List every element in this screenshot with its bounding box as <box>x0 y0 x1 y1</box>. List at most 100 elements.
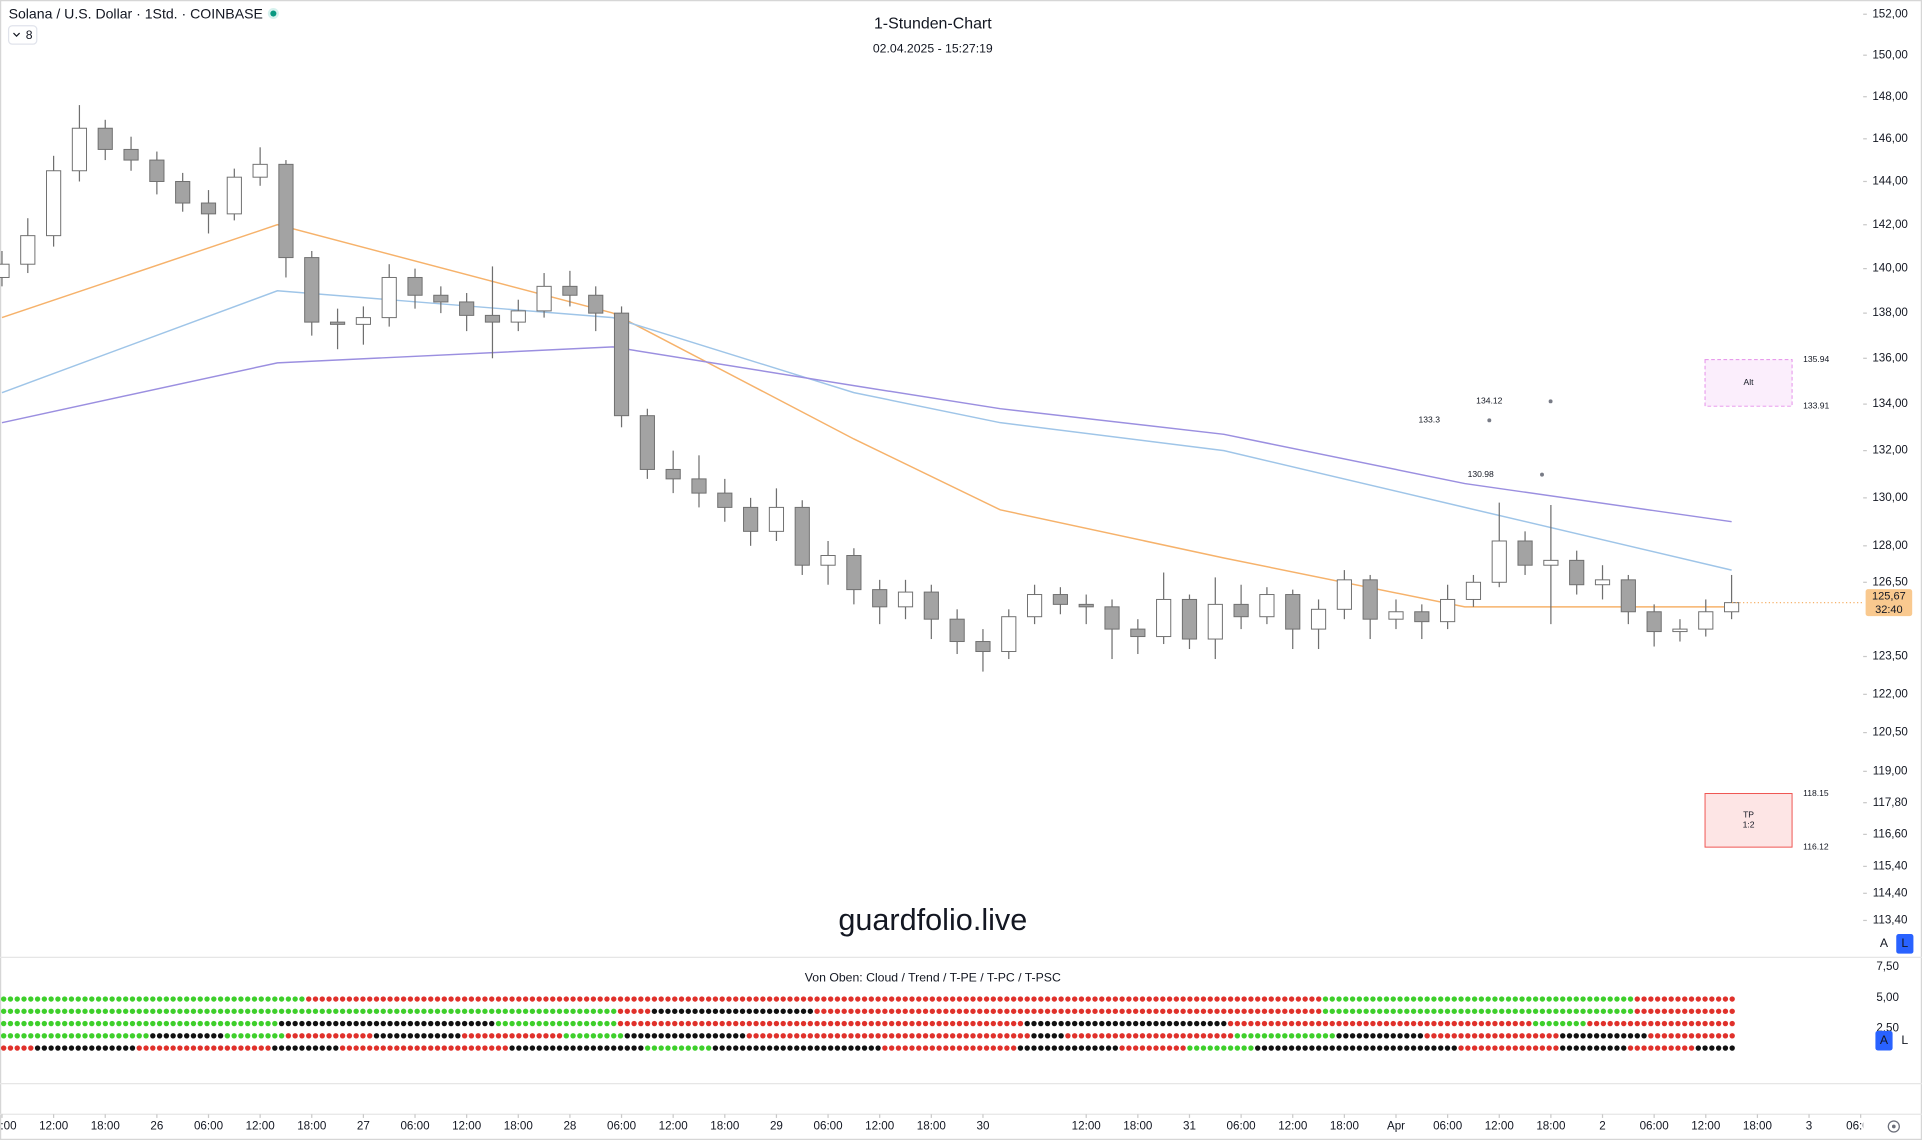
signal-dot <box>48 1045 54 1051</box>
signal-dot <box>1017 996 1024 1002</box>
signal-dot <box>1553 1008 1559 1014</box>
signal-dot <box>1499 1020 1505 1027</box>
signal-dot <box>956 996 963 1002</box>
signal-dot <box>14 1008 20 1014</box>
signal-dot <box>204 1020 210 1027</box>
signal-dot <box>441 1020 447 1027</box>
signal-dot <box>1668 1045 1674 1051</box>
signal-dot <box>1627 1020 1634 1027</box>
signal-dot <box>516 1033 522 1039</box>
signal-dot <box>373 1008 380 1014</box>
scale-button[interactable] <box>1896 1030 1914 1051</box>
signal-dot <box>122 1008 129 1014</box>
signal-dot <box>543 1008 549 1014</box>
signal-dot <box>1139 996 1146 1002</box>
signal-dot <box>1038 1033 1044 1039</box>
signal-dot <box>963 1008 969 1014</box>
signal-dot <box>231 1045 237 1051</box>
signal-dot <box>1546 1045 1552 1051</box>
signal-dot <box>1254 1020 1261 1027</box>
signal-dot <box>522 1008 529 1014</box>
signal-dot <box>1160 1033 1166 1039</box>
signal-dot <box>211 1008 217 1014</box>
signal-dot <box>1139 1045 1146 1051</box>
signal-dot <box>1458 1045 1464 1051</box>
signal-dot <box>746 1033 753 1039</box>
signal-dot <box>489 1020 495 1027</box>
candle-body <box>459 301 475 316</box>
signal-dot <box>1248 1045 1254 1051</box>
signal-dot <box>1153 1045 1159 1051</box>
signal-dot <box>1343 996 1349 1002</box>
signal-dot <box>1471 1020 1478 1027</box>
x-tick-label: 28 <box>563 1120 576 1133</box>
signal-dot <box>590 1008 597 1014</box>
signal-dot <box>943 1020 949 1027</box>
signal-dot <box>28 1020 34 1027</box>
signal-dot <box>949 996 956 1002</box>
signal-dot <box>414 1045 420 1051</box>
signal-dot <box>14 996 20 1002</box>
signal-dot <box>665 1020 671 1027</box>
signal-dot <box>1241 1033 1247 1039</box>
signal-dot <box>990 996 997 1002</box>
signal-dot <box>1410 1033 1417 1039</box>
signal-dot <box>1173 1033 1180 1039</box>
signal-dot <box>1627 996 1634 1002</box>
x-tick-label: 18:00 <box>1536 1120 1566 1133</box>
scale-button[interactable] <box>1896 934 1914 954</box>
signal-dot <box>1682 1045 1688 1051</box>
signal-dot <box>34 996 41 1002</box>
signal-dot <box>516 1008 522 1014</box>
signal-dot <box>1282 1045 1288 1051</box>
signal-dot <box>577 1008 583 1014</box>
signal-dot <box>997 1020 1003 1027</box>
signal-dot <box>190 1008 197 1014</box>
signal-dot <box>983 1045 990 1051</box>
signal-dot <box>482 1045 488 1051</box>
settings-icon[interactable] <box>1887 1120 1900 1133</box>
signal-dot <box>1512 996 1518 1002</box>
signal-dot <box>807 1008 814 1014</box>
signal-dot <box>1424 1008 1430 1014</box>
signal-dot <box>1383 1033 1390 1039</box>
signal-dot <box>780 1020 786 1027</box>
signal-dot <box>326 1045 332 1051</box>
signal-dot <box>1085 1033 1091 1039</box>
signal-dot <box>644 1033 651 1039</box>
signal-dot <box>753 1033 759 1039</box>
signal-dot <box>1207 1020 1213 1027</box>
signal-dot <box>1621 1045 1627 1051</box>
signal-dot <box>28 1033 34 1039</box>
candle-body <box>846 555 862 591</box>
signal-dot <box>1160 1008 1166 1014</box>
signal-dot <box>156 1033 163 1039</box>
signal-dot <box>1661 1008 1668 1014</box>
signal-dot <box>1187 1033 1193 1039</box>
signal-dot <box>1329 1045 1335 1051</box>
signal-dot <box>1241 1020 1247 1027</box>
signal-dot <box>1444 1033 1451 1039</box>
signal-dot <box>1566 1008 1573 1014</box>
x-tick-label: 29 <box>770 1120 783 1133</box>
signal-dot <box>129 1020 136 1027</box>
signal-dot <box>522 1020 529 1027</box>
candle-body <box>1181 598 1198 640</box>
signal-dot <box>733 1045 739 1051</box>
signal-dot <box>421 996 427 1002</box>
signal-dot <box>1193 1033 1200 1039</box>
signal-dot <box>360 1020 366 1027</box>
signal-dot <box>495 1033 502 1039</box>
signal-dot <box>1417 1033 1424 1039</box>
signal-dot <box>55 1033 61 1039</box>
scale-button[interactable] <box>1875 1030 1893 1051</box>
signal-dot <box>129 1008 136 1014</box>
signal-dot <box>678 1033 685 1039</box>
indicator-toggle[interactable] <box>7 25 38 45</box>
signal-dot <box>780 1033 786 1039</box>
signal-dot <box>251 1045 258 1051</box>
signal-dot <box>1268 1045 1274 1051</box>
signal-dot <box>1166 1020 1173 1027</box>
scale-button[interactable] <box>1875 934 1893 954</box>
signal-dot <box>1668 996 1674 1002</box>
